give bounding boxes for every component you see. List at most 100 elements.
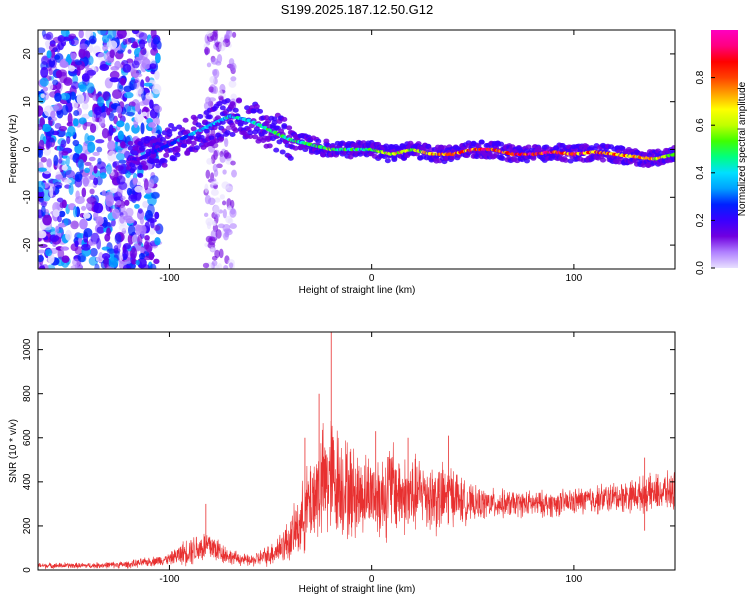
heatmap-blob [213, 204, 220, 215]
heatmap-blob [214, 115, 221, 121]
heatmap-blob [89, 188, 95, 195]
heatmap-blob [247, 130, 254, 136]
heatmap-blob [122, 63, 132, 73]
heatmap-blob [61, 255, 70, 264]
heatmap-blob [50, 110, 56, 119]
heatmap-blob [142, 165, 149, 171]
heatmap-blob [218, 248, 224, 259]
heatmap-blob [45, 249, 53, 257]
heatmap-blob [89, 247, 98, 257]
heatmap-blob [79, 43, 89, 50]
heatmap-blob [228, 262, 234, 269]
heatmap-blob [137, 234, 143, 246]
heatmap-blob [84, 161, 92, 166]
heatmap-blob [671, 145, 675, 151]
heatmap-blob [61, 164, 68, 171]
heatmap-blob [76, 93, 85, 105]
heatmap-blob [206, 62, 212, 68]
heatmap-blob [93, 202, 104, 214]
heatmap-blob [154, 70, 160, 81]
heatmap-blob [38, 167, 47, 172]
heatmap-blob [120, 141, 126, 149]
heatmap-blob [219, 105, 226, 111]
heatmap-blob [148, 251, 155, 261]
heatmap-blob [118, 163, 128, 175]
heatmap-blob [124, 122, 130, 132]
top-x-tick-label: 0 [369, 273, 375, 284]
heatmap-blob [142, 200, 149, 209]
top-x-tick-label: -100 [159, 273, 179, 284]
heatmap-blob [126, 187, 132, 196]
heatmap-blob [106, 163, 112, 175]
heatmap-blob [86, 69, 97, 76]
heatmap-blob [174, 152, 181, 158]
heatmap-blob [92, 151, 100, 156]
heatmap-blob [215, 229, 222, 239]
heatmap-blob [197, 113, 204, 119]
heatmap-blob [74, 174, 80, 182]
heatmap-blob [86, 141, 96, 153]
heatmap-blob [159, 136, 166, 142]
heatmap-blob [137, 208, 143, 214]
heatmap-blob [152, 83, 162, 95]
heatmap-blob [138, 32, 148, 41]
heatmap-blob [224, 130, 231, 136]
heatmap-blob [208, 236, 216, 246]
heatmap-blob [230, 62, 237, 72]
bottom-y-tick-label: 0 [22, 567, 33, 573]
heatmap-blob [71, 100, 79, 109]
heatmap-blob [190, 140, 197, 146]
top-y-tick-label: 0 [22, 146, 33, 152]
heatmap-blob [109, 70, 120, 80]
heatmap-blob [174, 145, 181, 151]
heatmap-blob [640, 162, 647, 168]
heatmap-blob [79, 84, 87, 93]
heatmap-blob [54, 54, 61, 60]
bottom-y-tick-label: 600 [22, 429, 33, 446]
heatmap-blob [65, 169, 76, 179]
heatmap-blob [525, 144, 532, 150]
heatmap-blob [134, 159, 141, 165]
heatmap-blob [48, 68, 53, 76]
heatmap-blob [107, 150, 117, 162]
top-x-axis: -100 0 100 [159, 30, 583, 284]
heatmap-blob [208, 135, 215, 141]
heatmap-blob [230, 160, 236, 166]
heatmap-blob [261, 129, 268, 135]
heatmap-blob [38, 139, 45, 150]
heatmap-blob [55, 174, 64, 180]
heatmap-blob [96, 146, 103, 153]
heatmap-blob [88, 256, 99, 266]
heatmap-blob [38, 123, 44, 131]
heatmap-blob [83, 228, 93, 238]
heatmap-blob [210, 189, 219, 196]
heatmap-blob [210, 246, 215, 252]
heatmap-blob [218, 41, 226, 52]
heatmap-blob [106, 248, 116, 254]
heatmap-blob [224, 98, 231, 104]
heatmap-blob [154, 237, 161, 246]
heatmap-blob [212, 68, 220, 79]
heatmap-blob [132, 41, 138, 49]
heatmap-blob [149, 263, 157, 269]
heatmap-blob [171, 156, 178, 162]
heatmap-blob [112, 208, 120, 220]
heatmap-blob [60, 246, 70, 251]
heatmap-blob [118, 224, 128, 231]
heatmap-blob [114, 233, 122, 244]
heatmap-blob [74, 60, 83, 66]
heatmap-blob [134, 189, 142, 202]
heatmap-blob [61, 150, 69, 156]
heatmap-blob [127, 145, 134, 151]
heatmap-blob [231, 169, 237, 178]
heatmap-blob [253, 103, 260, 109]
heatmap-blob [96, 237, 101, 250]
heatmap-blob [57, 34, 66, 43]
snr-line-layer [38, 332, 675, 570]
heatmap-blob [74, 143, 83, 154]
heatmap-blob [149, 63, 157, 70]
heatmap-blob [143, 82, 153, 87]
colorbar-axis: 0.0 0.2 0.4 0.6 0.8 [695, 70, 715, 275]
heatmap-blob [143, 194, 152, 199]
